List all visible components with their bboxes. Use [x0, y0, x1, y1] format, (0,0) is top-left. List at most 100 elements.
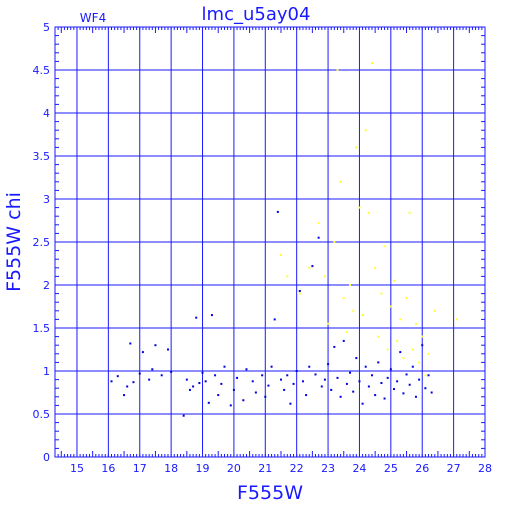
data-point [320, 385, 323, 388]
data-point [361, 402, 364, 405]
data-point [358, 206, 361, 209]
data-point [371, 374, 374, 377]
data-point [154, 344, 157, 347]
data-point [317, 236, 320, 239]
data-point [421, 335, 424, 338]
y-tick-label: 1 [43, 365, 50, 378]
data-point [264, 395, 267, 398]
x-tick-label: 15 [70, 462, 84, 475]
data-point [386, 348, 389, 351]
data-point [305, 394, 308, 397]
data-point [392, 279, 395, 282]
data-point [358, 380, 361, 383]
data-point [220, 382, 223, 385]
data-point [116, 375, 119, 378]
y-tick-label: 0.5 [33, 408, 51, 421]
data-points [110, 62, 458, 417]
x-tick-label: 23 [321, 462, 335, 475]
x-tick-label: 17 [133, 462, 147, 475]
data-point [342, 339, 345, 342]
data-point [129, 342, 132, 345]
x-tick-label: 20 [227, 462, 241, 475]
x-axis-label: F555W [237, 482, 303, 504]
data-point [295, 370, 298, 372]
y-axis-label: F555W chi [3, 192, 25, 292]
data-point [364, 129, 367, 132]
data-point [380, 292, 383, 295]
data-point [160, 374, 163, 377]
y-tick-label: 3.5 [33, 150, 51, 163]
data-point [402, 357, 405, 360]
data-point [345, 331, 348, 334]
x-tick-label: 19 [196, 462, 210, 475]
data-point [298, 292, 301, 295]
chart-title: lmc_u5ay04 [202, 4, 311, 25]
data-point [273, 318, 276, 321]
data-point [185, 378, 188, 381]
data-point [151, 368, 154, 371]
data-point [270, 365, 273, 368]
data-point [364, 365, 367, 368]
data-point [283, 388, 286, 391]
data-point [411, 348, 414, 351]
x-tick-label: 22 [290, 462, 304, 475]
data-point [276, 210, 279, 213]
data-point [424, 387, 427, 390]
data-point [236, 376, 239, 379]
data-point [286, 374, 289, 377]
x-tick-label: 27 [447, 462, 461, 475]
data-point [223, 365, 226, 368]
data-point [352, 390, 355, 393]
data-point [232, 388, 235, 391]
data-point [336, 69, 339, 71]
data-point [333, 345, 336, 348]
x-tick-label: 18 [164, 462, 178, 475]
data-point [254, 391, 257, 394]
data-point [367, 211, 370, 214]
data-point [399, 318, 402, 321]
data-point [345, 382, 348, 385]
data-point [207, 401, 210, 404]
data-point [311, 265, 314, 268]
data-point [132, 381, 135, 384]
data-point [126, 385, 129, 388]
data-point [361, 314, 364, 317]
data-point [339, 180, 342, 183]
data-point [201, 371, 204, 374]
data-point [188, 388, 191, 391]
data-point [141, 351, 144, 354]
data-point [355, 146, 358, 149]
data-point [389, 305, 392, 308]
data-point [192, 385, 195, 388]
y-tick-label: 4.5 [33, 64, 51, 77]
data-point [396, 380, 399, 383]
x-tick-label: 26 [415, 462, 429, 475]
plot-frame [54, 26, 486, 458]
data-point [374, 394, 377, 397]
data-point [408, 383, 411, 386]
data-point [405, 373, 408, 376]
data-point [170, 370, 173, 373]
data-point [405, 296, 408, 299]
data-point [411, 365, 414, 368]
x-tick-label: 25 [384, 462, 398, 475]
data-point [289, 402, 292, 405]
data-point [380, 382, 383, 385]
data-point [229, 404, 232, 407]
data-point [408, 211, 411, 214]
data-point [314, 373, 317, 376]
data-point [138, 372, 141, 375]
data-point [349, 371, 352, 374]
data-point [392, 388, 395, 391]
x-tick-label: 28 [478, 462, 492, 475]
y-tick-label: 2 [43, 279, 50, 292]
data-point [427, 352, 430, 355]
data-point [166, 348, 169, 351]
data-point [323, 378, 326, 381]
data-point [242, 399, 245, 402]
data-point [396, 339, 399, 342]
data-point [182, 414, 185, 417]
data-point [214, 374, 217, 377]
data-point [204, 380, 207, 383]
